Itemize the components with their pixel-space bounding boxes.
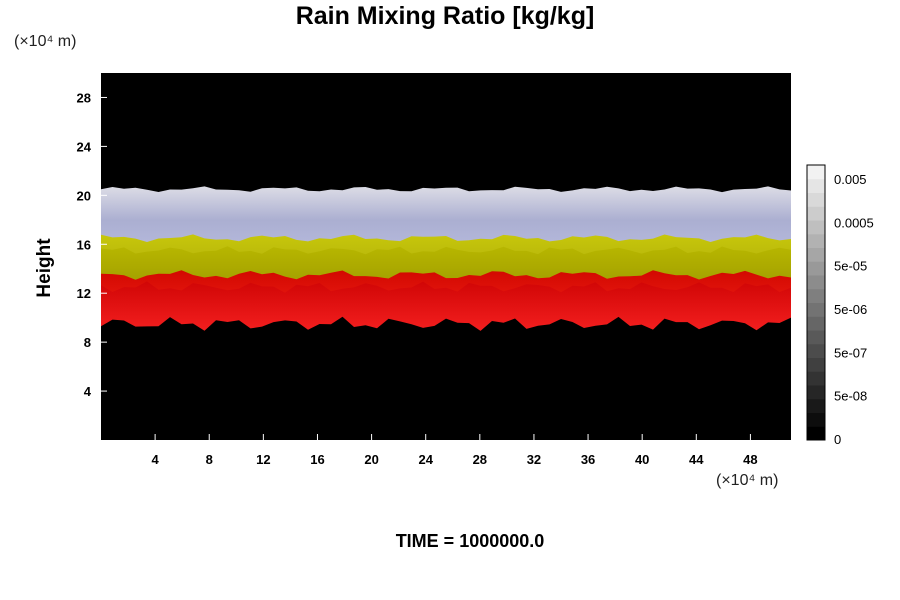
x-tick-label: 24	[418, 452, 433, 467]
colorbar-frame	[806, 164, 826, 441]
colorbar-swatch	[807, 233, 825, 248]
y-tick-label: 4	[84, 384, 92, 399]
y-tick-label: 12	[77, 286, 91, 301]
x-tick-label: 8	[206, 452, 213, 467]
colorbar-swatch	[807, 330, 825, 345]
x-ticks: 4 8 12 16 20 24 28 32 36 40 44 48	[152, 434, 758, 467]
x-axis-unit: (×10⁴ m)	[716, 472, 779, 489]
x-tick-label: 12	[256, 452, 270, 467]
y-tick-label: 28	[77, 90, 91, 105]
x-tick-label: 32	[527, 452, 541, 467]
x-tick-label: 36	[581, 452, 595, 467]
colorbar-swatch	[807, 343, 825, 358]
y-axis-unit: (×10⁴ m)	[14, 33, 77, 50]
x-tick-label: 40	[635, 452, 649, 467]
heatmap-layers	[101, 186, 791, 331]
colorbar-label: 5e-05	[834, 259, 867, 274]
colorbar-swatch	[807, 412, 825, 427]
x-tick-label: 4	[152, 452, 160, 467]
colorbar-label: 0.005	[834, 172, 867, 187]
colorbar-swatch	[807, 398, 825, 413]
chart-title: Rain Mixing Ratio [kg/kg]	[295, 2, 595, 30]
colorbar-label: 5e-06	[834, 302, 867, 317]
colorbar-swatch	[807, 288, 825, 303]
colorbar-swatch	[807, 357, 825, 372]
colorbar: 0.005 0.0005 5e-05 5e-06 5e-07 5e-08 0	[806, 164, 874, 447]
layer-white-blue	[101, 186, 791, 255]
x-tick-label: 28	[473, 452, 487, 467]
colorbar-swatch	[807, 261, 825, 276]
colorbar-label: 5e-08	[834, 389, 867, 404]
y-tick-label: 24	[77, 139, 92, 154]
y-tick-label: 8	[84, 335, 91, 350]
layer-red	[101, 270, 791, 331]
colorbar-swatch	[807, 371, 825, 386]
colorbar-swatch	[807, 426, 825, 441]
colorbar-swatch	[807, 178, 825, 193]
y-tick-label: 20	[77, 188, 91, 203]
colorbar-swatch	[807, 275, 825, 290]
x-tick-label: 44	[689, 452, 704, 467]
y-tick-label: 16	[77, 237, 91, 252]
colorbar-label: 0.0005	[834, 215, 874, 230]
colorbar-label: 0	[834, 432, 841, 447]
time-label: TIME = 1000000.0	[395, 531, 545, 551]
x-tick-label: 20	[364, 452, 378, 467]
x-tick-label: 16	[310, 452, 324, 467]
colorbar-swatch	[807, 316, 825, 331]
colorbar-swatch	[807, 220, 825, 235]
x-tick-label: 48	[743, 452, 757, 467]
colorbar-label: 5e-07	[834, 345, 867, 360]
colorbar-swatch	[807, 192, 825, 207]
y-ticks: 4 8 12 16 20 24 28	[77, 90, 107, 399]
colorbar-swatch	[807, 302, 825, 317]
colorbar-swatch	[807, 247, 825, 262]
colorbar-swatch	[807, 385, 825, 400]
colorbar-swatch	[807, 206, 825, 221]
colorbar-swatch	[807, 165, 825, 180]
